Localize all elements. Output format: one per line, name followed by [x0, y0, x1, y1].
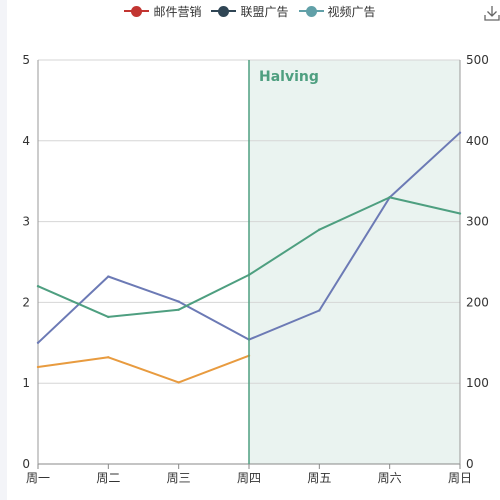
legend-label-1: 联盟广告 — [240, 4, 289, 19]
legend-swatch-2 — [298, 4, 324, 18]
legend-swatch-dot-0 — [131, 6, 143, 17]
series-1-point-4 — [318, 309, 321, 312]
y-left-tick-label-3: 3 — [22, 215, 30, 229]
y-left-tick-label-1: 1 — [22, 376, 30, 390]
series-0-point-2 — [177, 381, 180, 384]
y-right-tick-label-1: 100 — [466, 376, 489, 390]
series-1-point-1 — [107, 275, 110, 278]
legend-swatch-dot-1 — [218, 6, 230, 17]
x-tick-label-0: 周一 — [26, 471, 50, 485]
y-right-tick-label-5: 500 — [466, 53, 489, 67]
legend-swatch-0 — [124, 4, 150, 18]
y-left-tick-label-0: 0 — [22, 457, 30, 471]
series-2-point-2 — [177, 308, 180, 311]
series-2-point-0 — [36, 285, 40, 288]
legend-label-0: 邮件营销 — [153, 4, 202, 19]
y-right-tick-label-0: 0 — [466, 457, 474, 471]
legend-swatch-1 — [211, 4, 237, 18]
legend-label-2: 视频广告 — [327, 4, 376, 19]
download-button[interactable] — [484, 4, 500, 22]
x-tick-label-6: 周日 — [448, 471, 472, 485]
left-edge-strip — [0, 0, 7, 500]
y-left-tick-label-4: 4 — [22, 134, 30, 148]
legend: 邮件营销 联盟广告 视频广告 — [0, 0, 500, 22]
y-right-tick-label-3: 300 — [466, 215, 489, 229]
legend-item-2[interactable]: 视频广告 — [298, 3, 376, 20]
x-tick-label-1: 周二 — [96, 471, 120, 485]
series-2-point-4 — [318, 228, 321, 231]
series-0-point-0 — [36, 365, 40, 369]
x-tick-label-5: 周六 — [378, 471, 402, 485]
series-1-point-6 — [458, 131, 462, 134]
series-1-point-2 — [177, 300, 180, 303]
series-2-point-6 — [458, 212, 462, 215]
legend-swatch-dot-2 — [305, 6, 317, 17]
y-right-tick-label-2: 200 — [466, 295, 489, 309]
y-left-tick-label-5: 5 — [22, 53, 30, 67]
download-icon — [484, 6, 500, 21]
mark-line-label: Halving — [259, 69, 319, 85]
y-left-tick-label-2: 2 — [22, 295, 30, 309]
legend-item-0[interactable]: 邮件营销 — [124, 3, 201, 20]
x-tick-label-4: 周五 — [307, 471, 331, 485]
series-line-0 — [37, 354, 250, 384]
x-tick-label-2: 周三 — [167, 471, 191, 485]
series-0-point-1 — [107, 356, 110, 359]
x-tick-label-3: 周四 — [237, 471, 261, 485]
series-1-point-0 — [36, 341, 40, 344]
legend-item-1[interactable]: 联盟广告 — [211, 3, 289, 20]
mark-area — [249, 60, 460, 464]
series-2-point-5 — [388, 196, 391, 199]
y-right-tick-label-4: 400 — [466, 134, 489, 148]
series-2-point-1 — [107, 315, 110, 319]
